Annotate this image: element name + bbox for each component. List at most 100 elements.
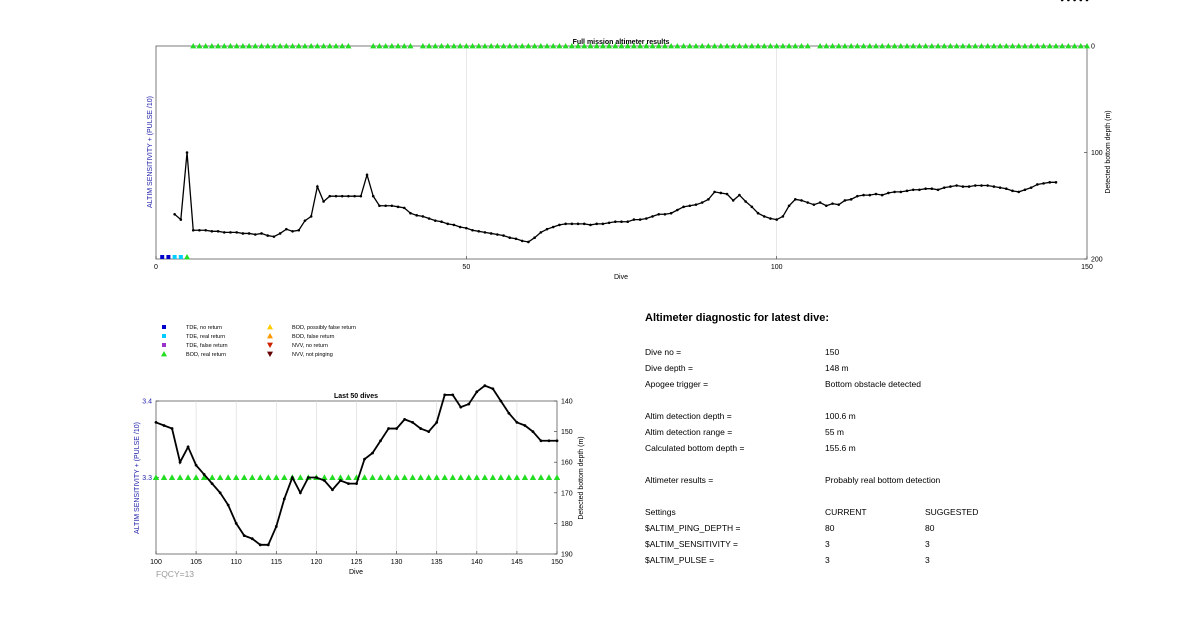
main-bod-real-marker: [699, 43, 706, 49]
small-bod-real-marker: [281, 474, 288, 481]
main-depth-point: [781, 215, 785, 218]
main-depth-point: [309, 215, 313, 218]
main-bod-real-marker: [835, 43, 842, 49]
ping-depth-current: 80: [825, 523, 835, 533]
main-depth-point: [949, 185, 952, 188]
small-depth-point: [539, 439, 543, 443]
main-bod-real-marker: [264, 43, 271, 49]
small-bod-real-marker: [192, 474, 200, 481]
main-depth-point: [539, 231, 543, 234]
small-bod-real-marker: [160, 474, 168, 481]
current-header: CURRENT: [825, 507, 867, 517]
main-bod-real-marker: [320, 43, 327, 49]
main-bod-real-marker: [730, 43, 737, 49]
main-bod-real-marker: [519, 43, 526, 49]
main-depth-point: [986, 184, 989, 187]
small-y-tick-label-right: 170: [561, 490, 573, 497]
main-depth-point: [589, 223, 592, 227]
detection-depth-row: Altim detection depth = 100.6 m: [645, 411, 1185, 427]
main-depth-point: [285, 227, 288, 231]
main-depth-point: [508, 236, 512, 239]
main-x-axis-label: Dive: [614, 274, 628, 281]
main-bod-real-marker: [922, 43, 929, 49]
small-bod-real-marker: [409, 474, 416, 481]
main-bod-real-marker: [928, 43, 935, 49]
main-left-axis-label: ALTIM SENSITIVITY + (PULSE /10): [147, 96, 154, 208]
main-bod-real-marker: [817, 43, 824, 49]
small-right-axis-label: Detected bottom depth (m): [578, 436, 585, 519]
main-bod-real-marker: [345, 43, 352, 49]
main-depth-point: [626, 220, 630, 224]
main-depth-point: [266, 234, 270, 237]
small-bod-real-marker: [497, 474, 505, 481]
legend-bod-possible-label: BOD, possibly false return: [292, 325, 356, 331]
main-depth-point: [837, 203, 841, 206]
main-bod-real-marker: [686, 43, 693, 49]
main-bod-real-marker: [606, 43, 613, 49]
main-depth-point: [564, 222, 567, 226]
sensitivity-label: $ALTIM_SENSITIVITY =: [645, 539, 738, 549]
pulse-current: 3: [825, 555, 830, 565]
main-depth-point: [334, 194, 338, 198]
small-depth-point: [547, 439, 551, 443]
main-bod-real-marker: [544, 43, 551, 49]
main-tde-no-marker: [160, 255, 165, 259]
small-depth-point: [363, 457, 366, 461]
small-depth-point: [170, 427, 174, 430]
main-depth-point: [527, 240, 530, 244]
detection-range-label: Altim detection range =: [645, 427, 733, 437]
main-depth-point: [663, 212, 667, 216]
main-depth-point: [371, 194, 375, 198]
small-depth-point: [258, 543, 262, 547]
main-depth-point: [402, 206, 406, 210]
main-bod-real-marker: [1071, 43, 1078, 49]
small-bod-real-marker: [176, 474, 184, 481]
small-bod-real-marker: [200, 474, 208, 481]
main-depth-point: [204, 228, 207, 232]
settings-header-row: Settings CURRENT SUGGESTED: [645, 507, 1185, 523]
main-depth-point: [328, 194, 332, 198]
main-depth-point: [632, 218, 636, 221]
main-depth-point: [421, 215, 425, 218]
main-bod-real-marker: [885, 43, 892, 49]
main-bod-real-marker: [227, 43, 234, 49]
main-depth-point: [483, 231, 487, 234]
main-bod-real-marker: [935, 43, 942, 49]
main-bod-real-marker: [531, 43, 538, 49]
small-depth-point: [210, 482, 214, 486]
main-bod-real-marker: [457, 43, 464, 49]
small-bod-real-marker: [473, 474, 480, 481]
dive-depth-label: Dive depth =: [645, 363, 693, 373]
main-tde-real-marker: [172, 255, 177, 259]
small-depth-point: [379, 439, 382, 443]
small-depth-point: [419, 427, 423, 430]
main-bod-real-marker: [1028, 43, 1035, 49]
main-depth-point: [1017, 190, 1021, 194]
main-depth-point: [1048, 181, 1052, 184]
small-bod-real-marker: [321, 474, 328, 481]
main-depth-point: [682, 205, 685, 209]
main-depth-point: [489, 232, 493, 235]
main-depth-point: [278, 232, 282, 235]
small-bod-real-marker: [401, 474, 408, 481]
main-depth-point: [880, 193, 884, 197]
main-bod-real-marker: [202, 43, 209, 49]
main-depth-point: [216, 230, 220, 233]
main-tde-real-marker: [178, 255, 183, 259]
small-x-tick-label: 150: [551, 559, 563, 566]
legend-bod-real-marker: [161, 351, 167, 357]
small-bod-real-marker: [417, 474, 424, 481]
small-depth-point: [435, 421, 439, 424]
small-depth-point: [250, 537, 254, 541]
small-y-tick-label-right: 140: [561, 399, 573, 406]
legend-bod-possible-marker: [267, 324, 273, 330]
small-depth-point: [371, 451, 374, 455]
small-x-tick-label: 110: [231, 559, 242, 566]
results-row: Altimeter results = Probably real bottom …: [645, 475, 1185, 491]
small-bod-real-marker: [208, 474, 216, 481]
small-depth-point: [226, 503, 230, 507]
main-bod-real-marker: [395, 43, 402, 49]
main-bod-real-marker: [432, 43, 439, 49]
small-bod-real-marker: [345, 474, 352, 481]
sensitivity-row: $ALTIM_SENSITIVITY = 3 3: [645, 539, 1185, 555]
